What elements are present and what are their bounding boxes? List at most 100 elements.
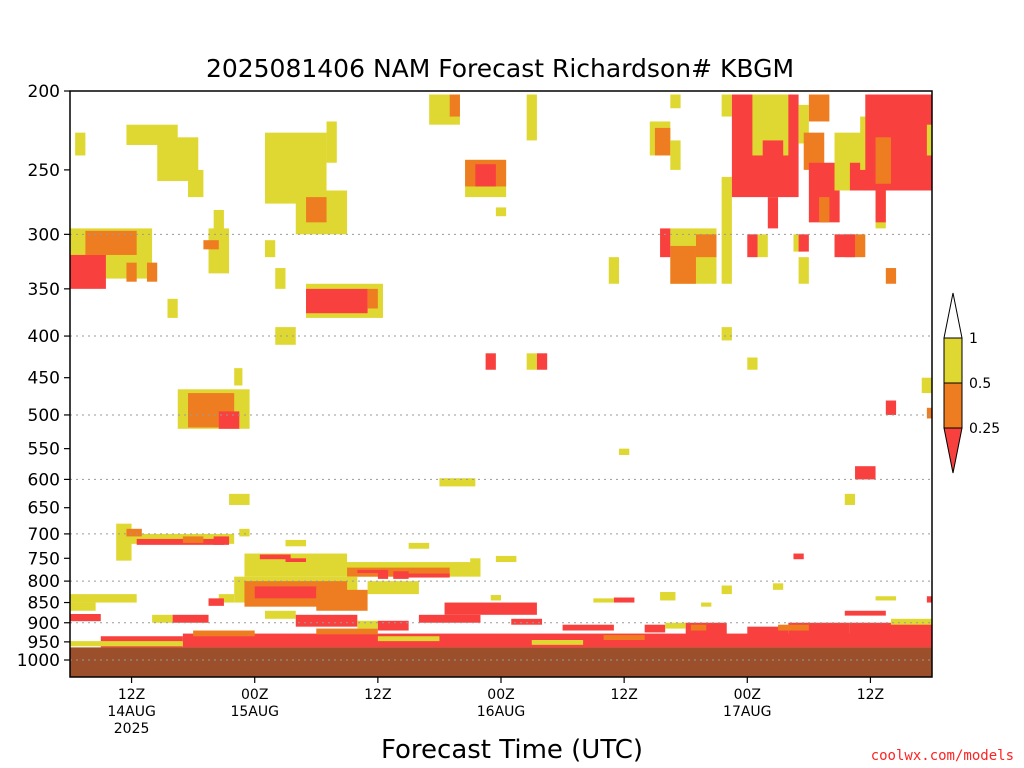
ri-region-131	[377, 620, 409, 631]
ri-region-8	[146, 262, 158, 282]
ri-region-90	[213, 536, 230, 545]
ri-region-114	[444, 602, 537, 615]
xtick-label-0-1: 14AUG	[107, 704, 156, 720]
ri-region-73	[926, 407, 932, 419]
ri-region-32	[536, 353, 548, 370]
ri-region-0	[75, 132, 86, 156]
ri-region-121	[772, 583, 784, 590]
ri-region-43	[721, 94, 732, 117]
below-ground-fill	[70, 647, 932, 677]
ytick-label-550: 550	[28, 440, 60, 460]
colorbar-bin-orange	[943, 382, 963, 429]
ri-region-126	[152, 614, 173, 623]
ri-region-22	[275, 327, 296, 345]
ri-region-138	[690, 624, 707, 631]
ri-region-6	[70, 254, 106, 289]
ri-region-119	[701, 602, 712, 607]
ri-region-128	[264, 610, 296, 619]
ri-region-37	[670, 94, 681, 109]
ri-region-149	[193, 630, 255, 637]
ri-region-31	[526, 353, 537, 370]
ri-region-5	[85, 230, 137, 255]
ri-region-104	[495, 555, 517, 563]
colorbar-label-1: 0.5	[969, 376, 991, 392]
ri-region-40	[660, 228, 671, 258]
ri-region-86	[121, 533, 235, 544]
ri-region-11	[203, 240, 219, 250]
ri-region-110	[218, 594, 235, 603]
ri-region-60	[865, 94, 932, 191]
ri-region-58	[834, 234, 856, 258]
ri-region-20	[306, 288, 368, 314]
ri-region-41	[695, 234, 717, 258]
ri-region-44	[721, 327, 732, 341]
ri-region-70	[757, 234, 768, 258]
ytick-label-500: 500	[28, 406, 60, 426]
ri-region-25	[526, 94, 537, 141]
ri-region-64	[885, 268, 897, 284]
chart-title: 2025081406 NAM Forecast Richardson# KBGM	[206, 54, 794, 83]
ri-region-16	[306, 197, 327, 223]
ri-region-103	[470, 558, 481, 570]
xtick-label-0-0: 12Z	[118, 687, 145, 703]
ri-region-139	[747, 626, 789, 637]
ri-region-7	[126, 262, 137, 282]
ri-region-107	[254, 586, 317, 599]
ri-region-39	[670, 245, 696, 284]
xtick-label-1-1: 15AUG	[230, 704, 279, 720]
ri-region-24	[449, 94, 460, 117]
colorbar-legend: 1 0.5 0.25	[943, 292, 1000, 474]
ri-region-80	[218, 411, 240, 429]
ytick-label-800: 800	[28, 572, 60, 592]
ytick-label-350: 350	[28, 280, 60, 300]
ytick-label-850: 850	[28, 594, 60, 614]
ri-region-125	[70, 614, 101, 622]
xtick-label-2-0: 12Z	[364, 687, 391, 703]
ri-region-89	[182, 536, 204, 543]
ri-region-96	[285, 558, 307, 563]
y-axis-ticks: 200 250 300 350 400 450 500 550 600 650 700 750 8008…	[17, 82, 70, 671]
ri-region-109	[316, 589, 368, 611]
colorbar-bin-yellow	[943, 337, 963, 384]
ytick-label-250: 250	[28, 161, 60, 181]
ri-region-132	[418, 614, 481, 623]
ri-region-142	[778, 624, 809, 631]
ground-fill	[70, 647, 932, 677]
ri-region-10	[208, 228, 230, 274]
ri-region-65	[926, 124, 932, 156]
colorbar-under-triangle	[943, 427, 963, 474]
xtick-label-4-0: 12Z	[610, 687, 637, 703]
ri-region-42	[721, 176, 732, 284]
ri-region-28	[475, 164, 496, 187]
ri-region-118	[660, 591, 676, 601]
ri-region-21	[367, 288, 378, 309]
ri-region-18	[275, 268, 286, 289]
ri-region-76	[844, 493, 856, 505]
ri-region-63	[875, 190, 886, 223]
xtick-label-5-1: 17AUG	[723, 704, 772, 720]
ri-region-71	[747, 234, 758, 258]
ri-region-93	[408, 542, 430, 549]
ri-region-116	[593, 598, 614, 603]
ri-region-140	[788, 622, 850, 635]
ri-region-13	[264, 240, 276, 258]
ri-region-117	[613, 597, 635, 603]
ri-region-61	[875, 137, 891, 184]
ri-region-92	[285, 539, 307, 547]
ri-region-9	[167, 298, 178, 318]
ri-region-69	[798, 257, 809, 284]
ytick-label-750: 750	[28, 549, 60, 569]
ri-region-77	[234, 368, 243, 386]
ri-region-133	[511, 618, 543, 625]
ri-region-49	[762, 140, 784, 191]
ri-region-124	[926, 596, 932, 603]
xtick-label-3-0: 00Z	[487, 687, 514, 703]
ri-region-135	[644, 624, 666, 633]
xtick-label-0-2: 2025	[114, 721, 150, 737]
ri-region-147	[377, 636, 440, 642]
ri-region-54	[819, 197, 830, 223]
ri-region-75	[855, 466, 876, 480]
ri-region-83	[619, 448, 630, 456]
ytick-label-200: 200	[28, 82, 60, 102]
